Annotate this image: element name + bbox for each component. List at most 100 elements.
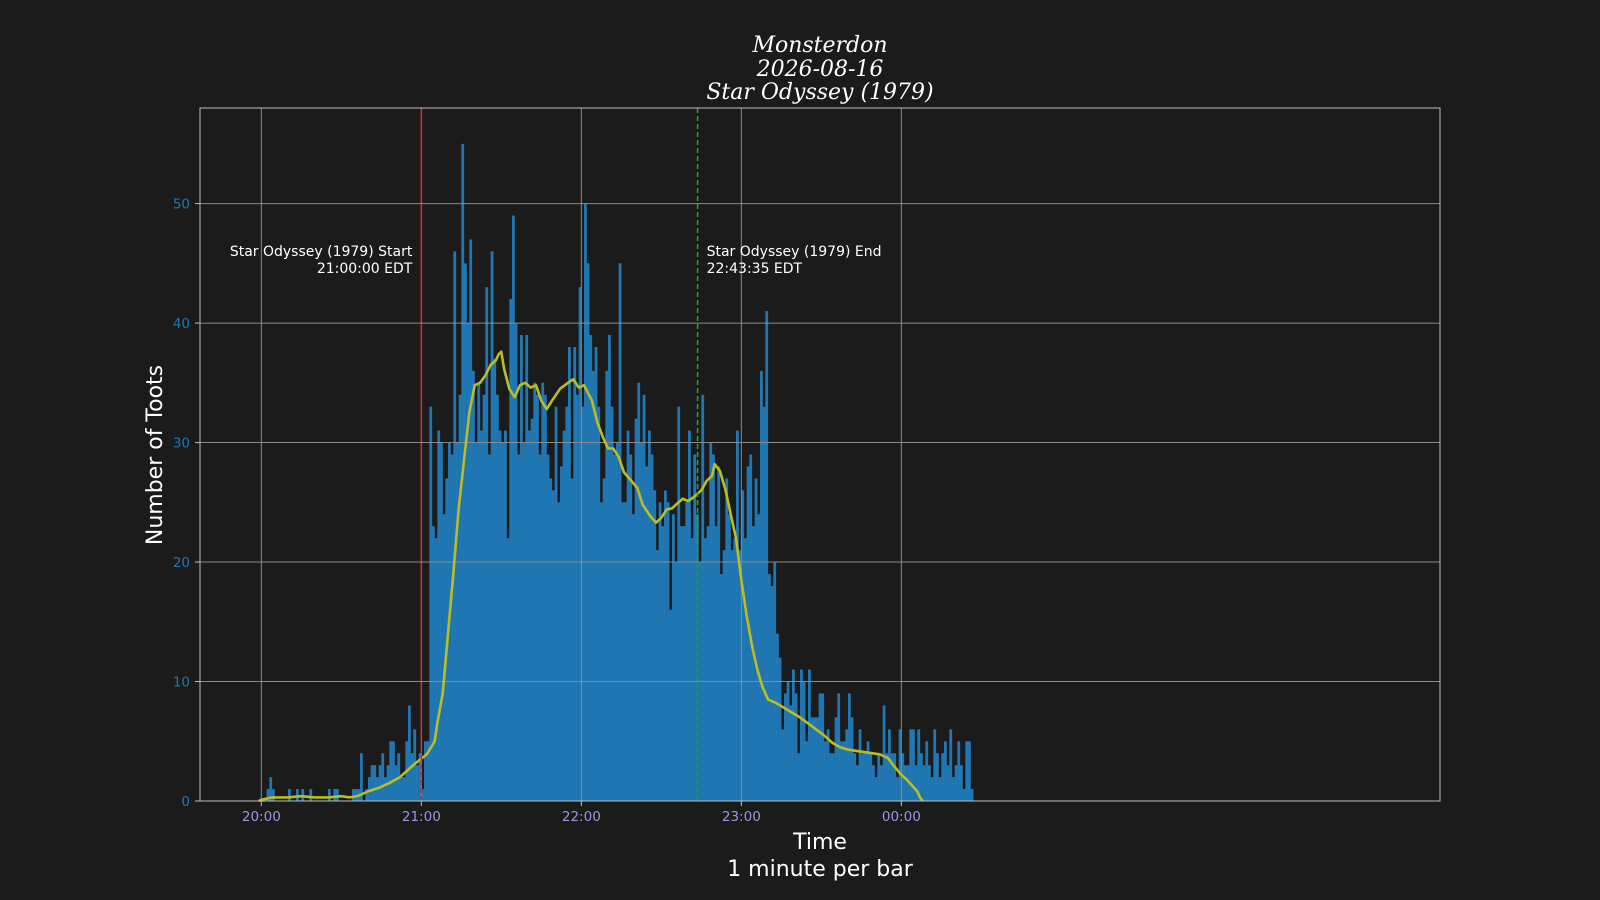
bar [792, 669, 795, 801]
bar [458, 394, 462, 801]
bar [970, 789, 974, 801]
trend-line [258, 350, 924, 803]
bar [389, 741, 393, 801]
bar [696, 514, 699, 801]
x-tick-label: 22:00 [562, 809, 601, 825]
bar [946, 765, 950, 801]
bar [728, 514, 731, 801]
bar [805, 741, 809, 801]
bar [488, 454, 491, 801]
bar [768, 573, 771, 801]
bar [866, 741, 870, 801]
bar [608, 335, 611, 801]
bar [610, 406, 614, 801]
bar [477, 382, 481, 801]
bar [640, 442, 643, 801]
bar [562, 430, 566, 801]
bar [378, 765, 382, 801]
bar [333, 789, 337, 801]
bar [568, 346, 571, 801]
bar [442, 514, 446, 801]
bar [533, 382, 537, 801]
bar [440, 442, 443, 801]
bar [794, 693, 798, 801]
bar [765, 311, 769, 801]
bar [965, 741, 969, 801]
bar [490, 251, 494, 802]
bar [912, 729, 915, 801]
bar [421, 789, 425, 801]
x-tick-label: 00:00 [882, 809, 921, 825]
bar [770, 585, 774, 801]
bar [528, 430, 531, 801]
bar [296, 789, 299, 801]
bar [621, 502, 625, 801]
y-tick-label: 50 [173, 197, 190, 213]
bar [626, 430, 630, 801]
bar [890, 753, 894, 801]
bar [677, 406, 681, 801]
bar [749, 454, 753, 801]
bar [661, 526, 665, 801]
bar [544, 394, 547, 801]
bar [933, 729, 937, 801]
bar [789, 705, 793, 801]
bar [552, 490, 555, 801]
bar [896, 777, 899, 801]
bar [560, 466, 563, 801]
bar [882, 705, 886, 801]
bar [504, 430, 507, 801]
bar [520, 335, 523, 801]
chart-title-line: Monsterdon [751, 33, 887, 58]
bar [360, 753, 363, 801]
bar [384, 777, 387, 801]
bar [522, 442, 526, 801]
bar [736, 430, 739, 801]
bar [712, 454, 715, 801]
plot-frame [199, 107, 1441, 802]
bar [856, 765, 859, 801]
bar [848, 693, 851, 801]
bar [554, 406, 558, 801]
bar [480, 430, 483, 801]
x-tick-label: 21:00 [402, 809, 441, 825]
bar [664, 490, 667, 801]
bar [938, 777, 942, 801]
bar [456, 442, 459, 801]
y-tick-label: 10 [173, 675, 190, 691]
bar [917, 729, 921, 801]
bar [416, 765, 419, 801]
bar [832, 753, 835, 801]
bar [557, 502, 561, 801]
bar [368, 777, 371, 801]
bar [893, 753, 897, 801]
bar [936, 753, 939, 801]
bar [690, 538, 694, 801]
bar [704, 538, 707, 801]
bar [565, 406, 569, 801]
bar [634, 418, 638, 801]
bar [656, 550, 659, 801]
bar [802, 681, 806, 801]
bar [410, 753, 414, 801]
bar [629, 454, 633, 801]
y-axis-label: Number of Toots [143, 365, 168, 545]
bar [613, 454, 617, 801]
bar [472, 370, 475, 801]
bar [549, 478, 553, 801]
bar [714, 526, 718, 801]
bar [464, 263, 467, 801]
bar [328, 789, 331, 801]
x-axis-sublabel: 1 minute per bar [727, 857, 914, 882]
y-tick-label: 0 [181, 794, 190, 810]
chart-title-line: 2026-08-16 [756, 57, 884, 82]
bar [869, 753, 873, 801]
bar [960, 765, 963, 801]
bar [925, 741, 929, 801]
bar [576, 394, 579, 801]
bar [648, 430, 651, 801]
bar [826, 729, 830, 801]
bar [834, 717, 838, 801]
bar [541, 382, 545, 801]
